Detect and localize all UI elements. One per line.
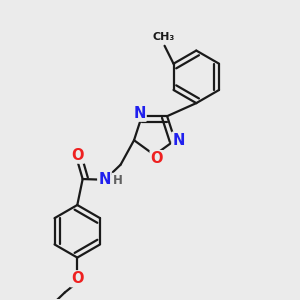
Text: N: N xyxy=(133,106,145,121)
Text: H: H xyxy=(113,174,122,187)
Text: O: O xyxy=(151,151,163,166)
Text: CH₃: CH₃ xyxy=(153,32,175,42)
Text: O: O xyxy=(71,148,84,163)
Text: N: N xyxy=(172,133,185,148)
Text: O: O xyxy=(71,271,83,286)
Text: N: N xyxy=(98,172,111,187)
